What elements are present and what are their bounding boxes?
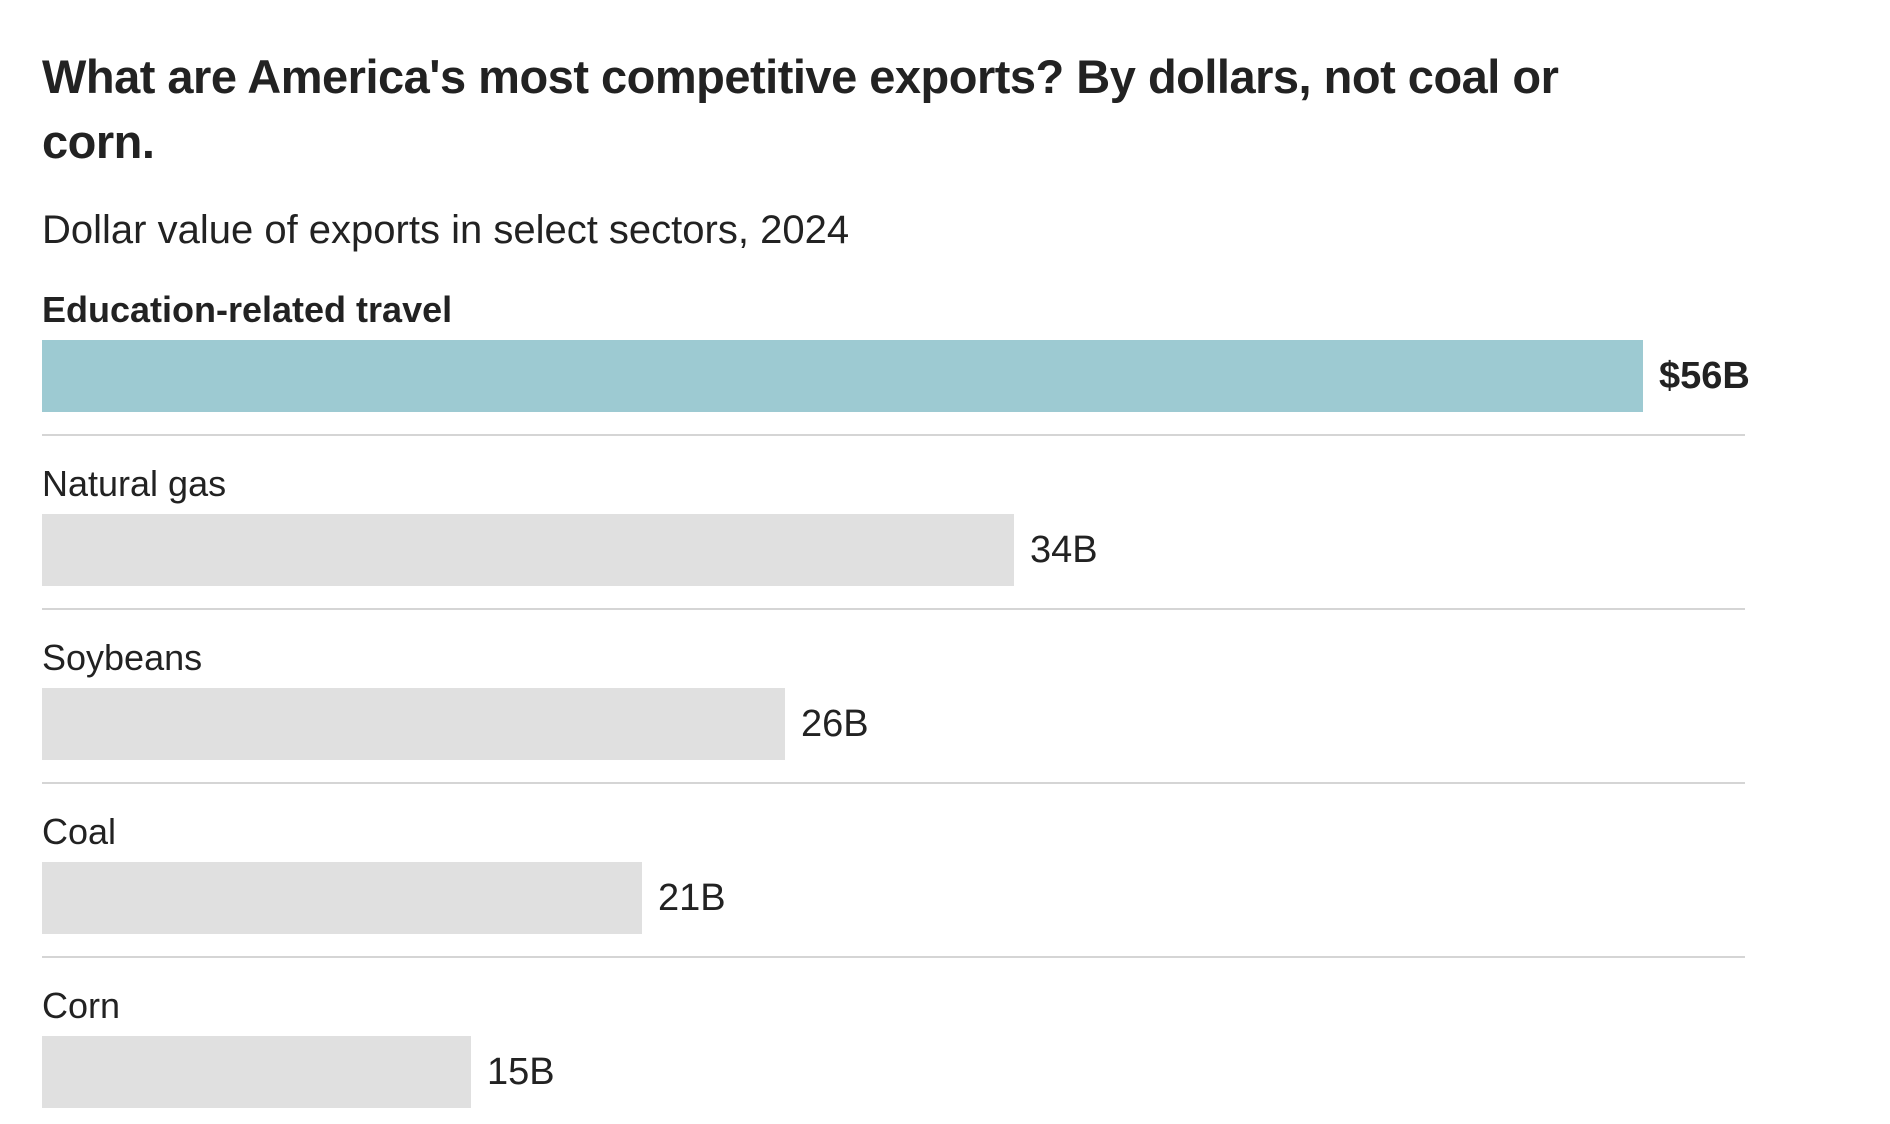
chart-row: Corn 15B bbox=[42, 958, 1745, 1124]
bar bbox=[42, 862, 642, 934]
value-label: 15B bbox=[487, 1051, 555, 1093]
bar-track: 15B bbox=[42, 1036, 1745, 1108]
category-label: Soybeans bbox=[42, 637, 203, 678]
bar-track: 21B bbox=[42, 862, 1745, 934]
chart-title: What are America's most competitive expo… bbox=[42, 50, 1559, 168]
value-label: 21B bbox=[658, 877, 726, 919]
bar-chart: Education-related travel $56B Natural ga… bbox=[42, 288, 1750, 1124]
bar bbox=[42, 688, 785, 760]
bar-track: $56B bbox=[42, 340, 1750, 412]
chart-row: Soybeans 26B bbox=[42, 610, 1745, 784]
value-label: 26B bbox=[801, 703, 869, 745]
chart-row: Education-related travel $56B bbox=[42, 288, 1750, 436]
category-label: Education-related travel bbox=[42, 289, 453, 330]
category-label: Corn bbox=[42, 985, 121, 1026]
bar-track: 34B bbox=[42, 514, 1745, 586]
bar bbox=[42, 514, 1014, 586]
chart-row: Coal 21B bbox=[42, 784, 1745, 958]
chart-subtitle: Dollar value of exports in select sector… bbox=[42, 208, 850, 252]
chart-row: Natural gas 34B bbox=[42, 436, 1745, 610]
bar bbox=[42, 340, 1643, 412]
value-label: $56B bbox=[1659, 355, 1750, 397]
bar bbox=[42, 1036, 471, 1108]
category-label: Natural gas bbox=[42, 463, 227, 504]
value-label: 34B bbox=[1030, 529, 1098, 571]
bar-track: 26B bbox=[42, 688, 1745, 760]
category-label: Coal bbox=[42, 811, 117, 852]
